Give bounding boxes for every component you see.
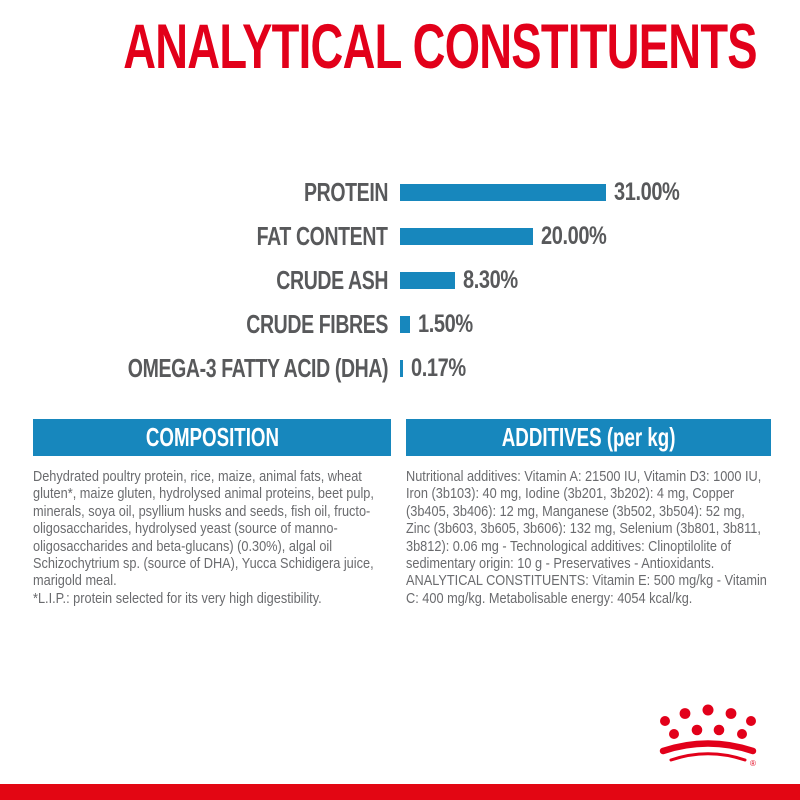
additives-section: ADDITIVES (per kg) Nutritional additives… <box>406 419 771 607</box>
registered-trademark-icon: ® <box>750 759 756 768</box>
composition-text: Dehydrated poultry protein, rice, maize,… <box>33 468 391 607</box>
bar <box>400 183 607 201</box>
composition-header: COMPOSITION <box>33 419 391 456</box>
bar-category-label: OMEGA-3 FATTY ACID (DHA) <box>127 352 389 383</box>
bar <box>400 271 456 289</box>
additives-header: ADDITIVES (per kg) <box>406 419 771 456</box>
bar-value-label: 20.00% <box>541 221 607 250</box>
body-paragraph: Dehydrated poultry protein, rice, maize,… <box>33 468 374 590</box>
bar <box>400 359 403 377</box>
bar-category-label: CRUDE ASH <box>276 264 388 295</box>
footer-red-bar <box>0 784 800 800</box>
bar-category-label: CRUDE FIBRES <box>246 308 388 339</box>
bar-value-label: 1.50% <box>417 309 473 338</box>
page-title: ANALYTICAL CONSTITUENTS <box>123 12 757 82</box>
body-paragraph: *L.I.P.: protein selected for its very h… <box>33 589 322 607</box>
bar <box>400 315 410 333</box>
bar-value-label: 0.17% <box>410 353 466 382</box>
chart-row: FAT CONTENT 20.00% <box>0 214 800 258</box>
bar-value-label: 31.00% <box>614 177 680 206</box>
royal-canin-crown-logo: ® <box>659 704 757 768</box>
bar <box>400 227 533 245</box>
chart-row: OMEGA-3 FATTY ACID (DHA) 0.17% <box>0 346 800 390</box>
chart-row: CRUDE FIBRES 1.50% <box>0 302 800 346</box>
chart-row: PROTEIN 31.00% <box>0 170 800 214</box>
bar-value-label: 8.30% <box>463 265 518 294</box>
bar-category-label: FAT CONTENT <box>257 220 388 251</box>
analytical-constituents-bar-chart: PROTEIN 31.00% FAT CONTENT 20.00% CRUDE ASH 8… <box>0 170 800 390</box>
additives-text: Nutritional additives: Vitamin A: 21500 … <box>406 468 772 607</box>
body-paragraph: Nutritional additives: Vitamin A: 21500 … <box>406 468 762 573</box>
bar-category-label: PROTEIN <box>303 176 388 207</box>
chart-row: CRUDE ASH 8.30% <box>0 258 800 302</box>
body-paragraph: ANALYTICAL CONSTITUENTS: Vitamin E: 500 … <box>406 572 767 607</box>
composition-section: COMPOSITION Dehydrated poultry protein, … <box>33 419 391 607</box>
